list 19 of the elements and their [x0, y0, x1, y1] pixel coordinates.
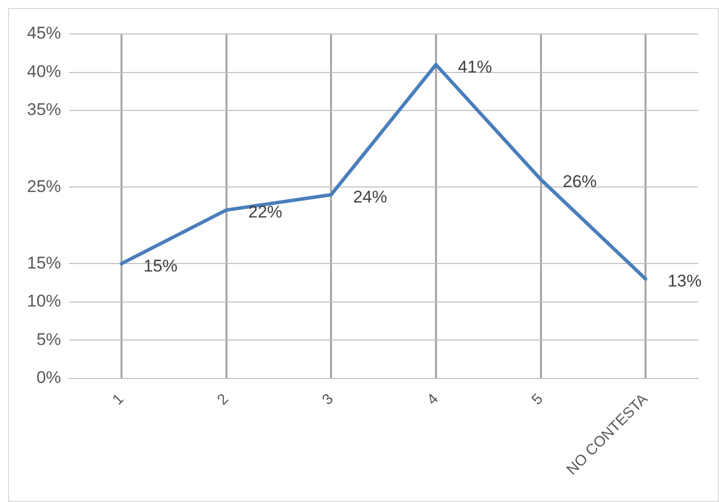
x-tick-label: 5 — [528, 390, 547, 408]
y-tick-label: 15% — [26, 253, 62, 272]
x-tick-label: 1 — [109, 390, 128, 408]
data-label: 24% — [353, 187, 388, 206]
y-tick-label: 25% — [26, 176, 62, 196]
y-tick-label: 40% — [26, 62, 62, 81]
y-tick-label: 10% — [26, 292, 62, 311]
data-label: 41% — [458, 57, 492, 76]
x-tick-label: 2 — [214, 390, 232, 408]
y-tick-label: 35% — [26, 100, 62, 120]
x-tick-label: 3 — [318, 390, 337, 408]
y-tick-label: 45% — [26, 24, 62, 43]
data-label: 26% — [562, 172, 597, 192]
x-tick-label: 4 — [424, 390, 442, 408]
y-tick-label: 5% — [36, 330, 62, 349]
y-tick-label: 0% — [36, 368, 62, 388]
data-label: 22% — [248, 202, 282, 222]
data-label: 15% — [143, 256, 178, 276]
data-label: 13% — [668, 272, 702, 291]
